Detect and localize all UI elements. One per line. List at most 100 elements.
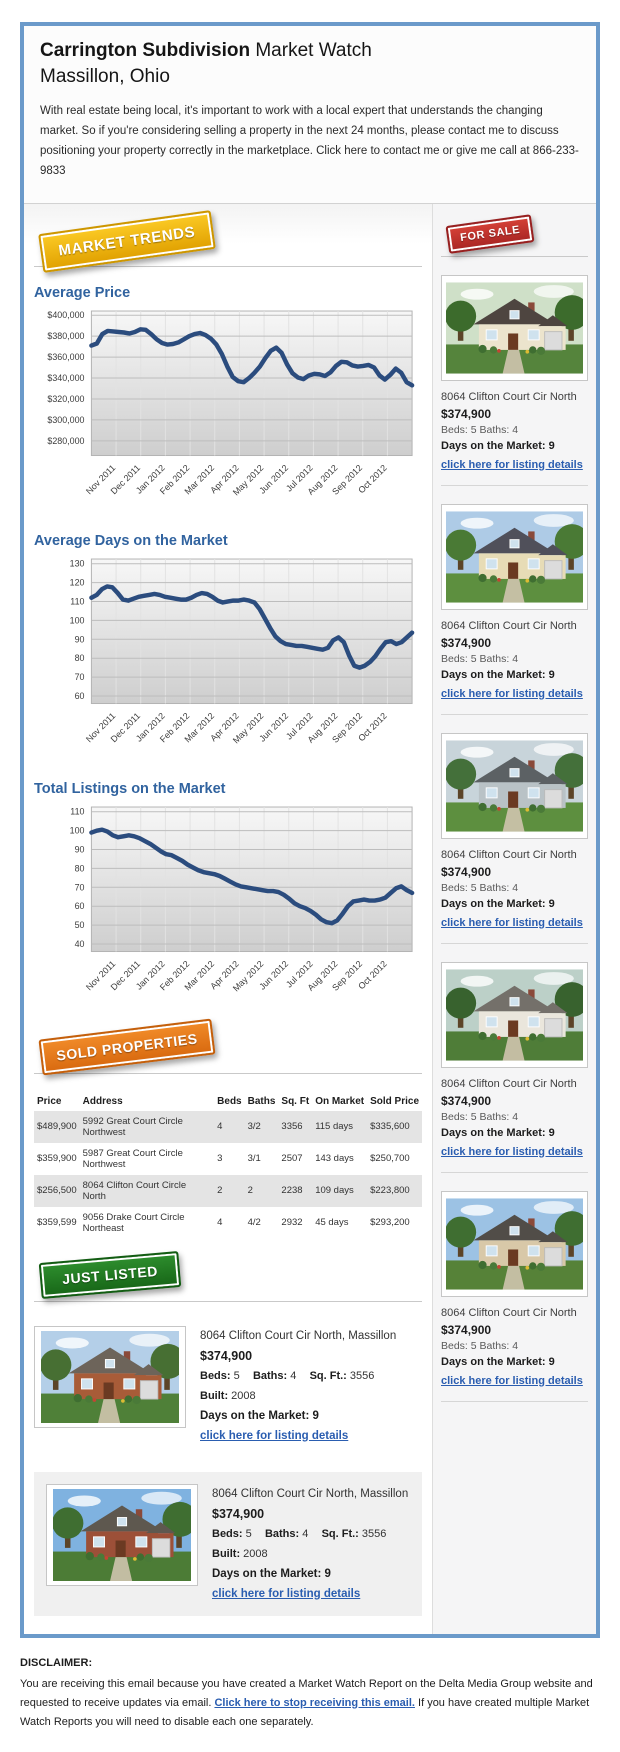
svg-text:60: 60 (75, 690, 85, 700)
cell-on-market: 143 days (315, 1153, 354, 1164)
listing-address: 8064 Clifton Court Cir North, Massillon (212, 1487, 409, 1500)
col-sqft: Sq. Ft (281, 1095, 310, 1107)
for-sale-section-header: FOR SALE (441, 213, 588, 257)
email-container: Carrington Subdivision Market Watch Mass… (20, 22, 600, 1638)
cell-price: $256,500 (37, 1185, 77, 1196)
spec-built-label: Built: (212, 1547, 241, 1560)
svg-text:80: 80 (75, 863, 85, 873)
cell-sold-price: $250,700 (370, 1153, 410, 1164)
cell-beds: 2 (217, 1185, 223, 1196)
cell-beds: 4 (217, 1217, 223, 1228)
spec-beds-label: Beds: (200, 1369, 231, 1382)
listing-days-on-market: Days on the Market: 9 (441, 439, 555, 452)
cell-address: 5992 Great Court Circle Northwest (82, 1115, 183, 1138)
svg-text:70: 70 (75, 882, 85, 892)
just-listed-item: 8064 Clifton Court Cir North, Massillon … (34, 1471, 422, 1616)
listing-details-link[interactable]: click here for listing details (212, 1587, 361, 1600)
cell-sold-price: $293,200 (370, 1217, 410, 1228)
cell-sqft: 2932 (281, 1217, 303, 1228)
svg-text:50: 50 (75, 920, 85, 930)
just-listed-section-header: JUST LISTED (34, 1250, 422, 1302)
table-row: $359,599 9056 Drake Court Circle Northea… (34, 1207, 422, 1239)
house-photo-graphic (446, 967, 583, 1063)
cell-address: 9056 Drake Court Circle Northeast (82, 1211, 185, 1234)
chart-title-average-price: Average Price (34, 284, 131, 301)
house-photo-graphic (39, 1331, 181, 1423)
listing-details-link[interactable]: click here for listing details (441, 916, 583, 929)
for-sale-listing: 8064 Clifton Court Cir North $374,900 Be… (441, 503, 588, 715)
svg-text:90: 90 (75, 844, 85, 854)
market-trends-section-header: MARKET TRENDS (34, 209, 422, 273)
listing-details-link[interactable]: click here for listing details (441, 1374, 583, 1387)
listing-address: 8064 Clifton Court Cir North (441, 1077, 577, 1090)
col-price: Price (37, 1095, 62, 1107)
spec-built: Built: 2008 (212, 1548, 268, 1560)
cell-sold-price: $223,800 (370, 1185, 410, 1196)
svg-text:$360,000: $360,000 (47, 352, 84, 362)
main-column: MARKET TRENDS Average Price $400,000 $380… (24, 203, 432, 1634)
listing-address: 8064 Clifton Court Cir North (441, 848, 577, 861)
spec-beds-value: 5 (245, 1527, 252, 1540)
listing-price: $374,900 (441, 1093, 492, 1108)
listing-price: $374,900 (441, 1322, 492, 1337)
listing-photo (441, 274, 588, 381)
listing-details-link[interactable]: click here for listing details (200, 1429, 349, 1442)
spec-baths-value: 4 (290, 1369, 297, 1382)
page-title-subdivision: Carrington Subdivision (40, 40, 251, 61)
col-on-market: On Market (315, 1095, 365, 1107)
listing-photo (46, 1483, 198, 1586)
spec-baths-label: Baths: (264, 1527, 300, 1540)
listing-price: $374,900 (441, 864, 492, 879)
svg-text:110: 110 (70, 596, 84, 606)
listing-details-link[interactable]: click here for listing details (441, 687, 583, 700)
spec-sqft-value: 3556 (349, 1369, 375, 1382)
cell-address: 8064 Clifton Court Circle North (82, 1179, 187, 1202)
just-listed-badge: JUST LISTED (38, 1250, 182, 1299)
spec-beds-label: Beds: (212, 1527, 243, 1540)
svg-text:60: 60 (75, 901, 85, 911)
cell-sqft: 2507 (281, 1153, 303, 1164)
cell-baths: 2 (247, 1185, 253, 1196)
sold-properties-section-header: SOLD PROPERTIES (34, 1018, 422, 1075)
cell-beds: 4 (217, 1121, 223, 1132)
content-columns: MARKET TRENDS Average Price $400,000 $380… (24, 203, 596, 1634)
col-baths: Baths (247, 1095, 276, 1107)
spec-sqft: Sq. Ft.: 3556 (322, 1528, 387, 1540)
listing-days-on-market: Days on the Market: 9 (441, 1355, 555, 1368)
chart-title-average-days: Average Days on the Market (34, 532, 228, 549)
disclaimer: DISCLAIMER: You are receiving this email… (20, 1654, 600, 1732)
house-photo-graphic (446, 280, 583, 376)
listing-beds-baths: Beds: 5 Baths: 4 (441, 1339, 519, 1352)
house-photo-graphic (446, 509, 583, 605)
listing-beds-baths: Beds: 5 Baths: 4 (441, 1110, 519, 1123)
spec-baths: Baths: 4 (253, 1370, 296, 1382)
listing-price: $374,900 (441, 635, 492, 650)
cell-baths: 3/2 (247, 1121, 261, 1132)
house-photo-graphic (446, 738, 583, 834)
listing-specs: Beds: 5 Baths: 4 Sq. Ft.: 3556 Built: 20… (212, 1524, 410, 1564)
for-sale-listing: 8064 Clifton Court Cir North $374,900 Be… (441, 732, 588, 944)
listing-address: 8064 Clifton Court Cir North (441, 619, 577, 632)
listing-photo (441, 732, 588, 839)
svg-text:40: 40 (75, 938, 85, 948)
svg-text:90: 90 (75, 634, 85, 644)
spec-sqft-label: Sq. Ft.: (309, 1369, 347, 1382)
cell-sold-price: $335,600 (370, 1121, 410, 1132)
unsubscribe-link[interactable]: Click here to stop receiving this email. (214, 1696, 415, 1709)
col-sold-price: Sold Price (370, 1095, 419, 1107)
listing-days-on-market: Days on the Market: 9 (200, 1409, 319, 1422)
average-price-chart: $400,000 $380,000 $360,000 $340,000 $320,000… (47, 310, 415, 497)
spec-built: Built: 2008 (200, 1390, 256, 1402)
listing-details-link[interactable]: click here for listing details (441, 458, 583, 471)
listing-days-on-market: Days on the Market: 9 (441, 897, 555, 910)
cell-price: $489,900 (37, 1121, 77, 1132)
disclaimer-heading: DISCLAIMER: (20, 1656, 93, 1669)
for-sale-sidebar: FOR SALE 8064 Clifton Court Cir North $3… (432, 203, 596, 1634)
email-header: Carrington Subdivision Market Watch Mass… (24, 26, 596, 203)
sold-properties-badge: SOLD PROPERTIES (38, 1018, 216, 1075)
svg-text:110: 110 (70, 806, 84, 816)
cell-sqft: 3356 (281, 1121, 303, 1132)
market-trends-badge: MARKET TRENDS (38, 209, 216, 273)
listing-details-link[interactable]: click here for listing details (441, 1145, 583, 1158)
